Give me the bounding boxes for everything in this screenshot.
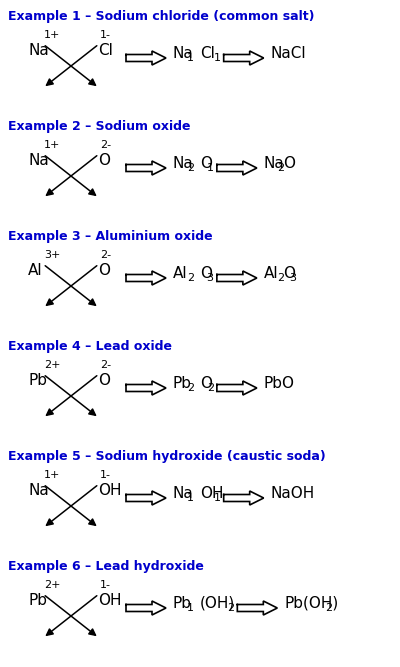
Text: Al: Al xyxy=(28,263,43,278)
Polygon shape xyxy=(126,491,166,505)
Polygon shape xyxy=(217,161,257,175)
Text: O: O xyxy=(98,263,110,278)
Text: O: O xyxy=(98,153,110,168)
Text: O: O xyxy=(200,266,212,281)
Text: 2: 2 xyxy=(227,603,234,613)
Text: Al: Al xyxy=(173,266,188,281)
Polygon shape xyxy=(126,271,166,285)
Polygon shape xyxy=(126,51,166,65)
Text: Pb: Pb xyxy=(28,373,47,388)
Text: 1-: 1- xyxy=(100,580,111,590)
Polygon shape xyxy=(224,491,264,505)
Text: OH: OH xyxy=(200,486,223,501)
Polygon shape xyxy=(126,381,166,395)
Text: 1: 1 xyxy=(187,53,194,63)
Text: Pb: Pb xyxy=(173,376,192,391)
Text: Na: Na xyxy=(173,46,194,61)
Text: O: O xyxy=(200,156,212,171)
Text: Example 2 – Sodium oxide: Example 2 – Sodium oxide xyxy=(8,120,190,133)
Text: 2: 2 xyxy=(207,383,214,393)
Text: 2: 2 xyxy=(187,163,194,173)
Text: Na: Na xyxy=(264,156,285,171)
Text: 1: 1 xyxy=(214,53,220,63)
Text: 2: 2 xyxy=(187,273,194,283)
Text: Pb: Pb xyxy=(28,593,47,608)
Text: 2: 2 xyxy=(278,273,285,283)
Text: 1: 1 xyxy=(187,603,194,613)
Polygon shape xyxy=(126,161,166,175)
Text: Na: Na xyxy=(28,153,49,168)
Text: PbO: PbO xyxy=(264,376,295,391)
Text: 3+: 3+ xyxy=(44,250,60,260)
Text: OH: OH xyxy=(98,593,122,608)
Polygon shape xyxy=(217,271,257,285)
Text: 3: 3 xyxy=(290,273,296,283)
Text: 1+: 1+ xyxy=(44,470,60,480)
Polygon shape xyxy=(224,51,264,65)
Text: 2: 2 xyxy=(187,383,194,393)
Text: O: O xyxy=(283,266,295,281)
Text: O: O xyxy=(200,376,212,391)
Text: Example 3 – Aluminium oxide: Example 3 – Aluminium oxide xyxy=(8,230,213,243)
Text: NaCl: NaCl xyxy=(271,46,306,61)
Text: 2+: 2+ xyxy=(44,580,60,590)
Text: Example 1 – Sodium chloride (common salt): Example 1 – Sodium chloride (common salt… xyxy=(8,10,314,23)
Text: 1: 1 xyxy=(187,493,194,503)
Text: 1-: 1- xyxy=(100,30,111,40)
Text: (OH): (OH) xyxy=(200,596,235,611)
Text: 2-: 2- xyxy=(100,360,111,370)
Polygon shape xyxy=(237,601,277,615)
Text: 1+: 1+ xyxy=(44,30,60,40)
Text: Al: Al xyxy=(264,266,278,281)
Polygon shape xyxy=(217,381,257,395)
Text: Pb: Pb xyxy=(173,596,192,611)
Text: Example 4 – Lead oxide: Example 4 – Lead oxide xyxy=(8,340,172,353)
Text: 1: 1 xyxy=(214,493,220,503)
Text: Cl: Cl xyxy=(98,43,113,58)
Text: Na: Na xyxy=(28,483,49,498)
Text: Cl: Cl xyxy=(200,46,215,61)
Text: NaOH: NaOH xyxy=(271,486,315,501)
Text: OH: OH xyxy=(98,483,122,498)
Text: Na: Na xyxy=(28,43,49,58)
Text: Pb(OH): Pb(OH) xyxy=(284,596,338,611)
Text: 1: 1 xyxy=(207,163,214,173)
Text: O: O xyxy=(283,156,295,171)
Text: 2-: 2- xyxy=(100,250,111,260)
Polygon shape xyxy=(126,601,166,615)
Text: Example 5 – Sodium hydroxide (caustic soda): Example 5 – Sodium hydroxide (caustic so… xyxy=(8,450,326,463)
Text: 2+: 2+ xyxy=(44,360,60,370)
Text: 1+: 1+ xyxy=(44,140,60,150)
Text: 1-: 1- xyxy=(100,470,111,480)
Text: Na: Na xyxy=(173,486,194,501)
Text: 2: 2 xyxy=(278,163,285,173)
Text: 2: 2 xyxy=(325,603,332,613)
Text: Example 6 – Lead hydroxide: Example 6 – Lead hydroxide xyxy=(8,560,204,573)
Text: O: O xyxy=(98,373,110,388)
Text: 2-: 2- xyxy=(100,140,111,150)
Text: Na: Na xyxy=(173,156,194,171)
Text: 3: 3 xyxy=(207,273,214,283)
